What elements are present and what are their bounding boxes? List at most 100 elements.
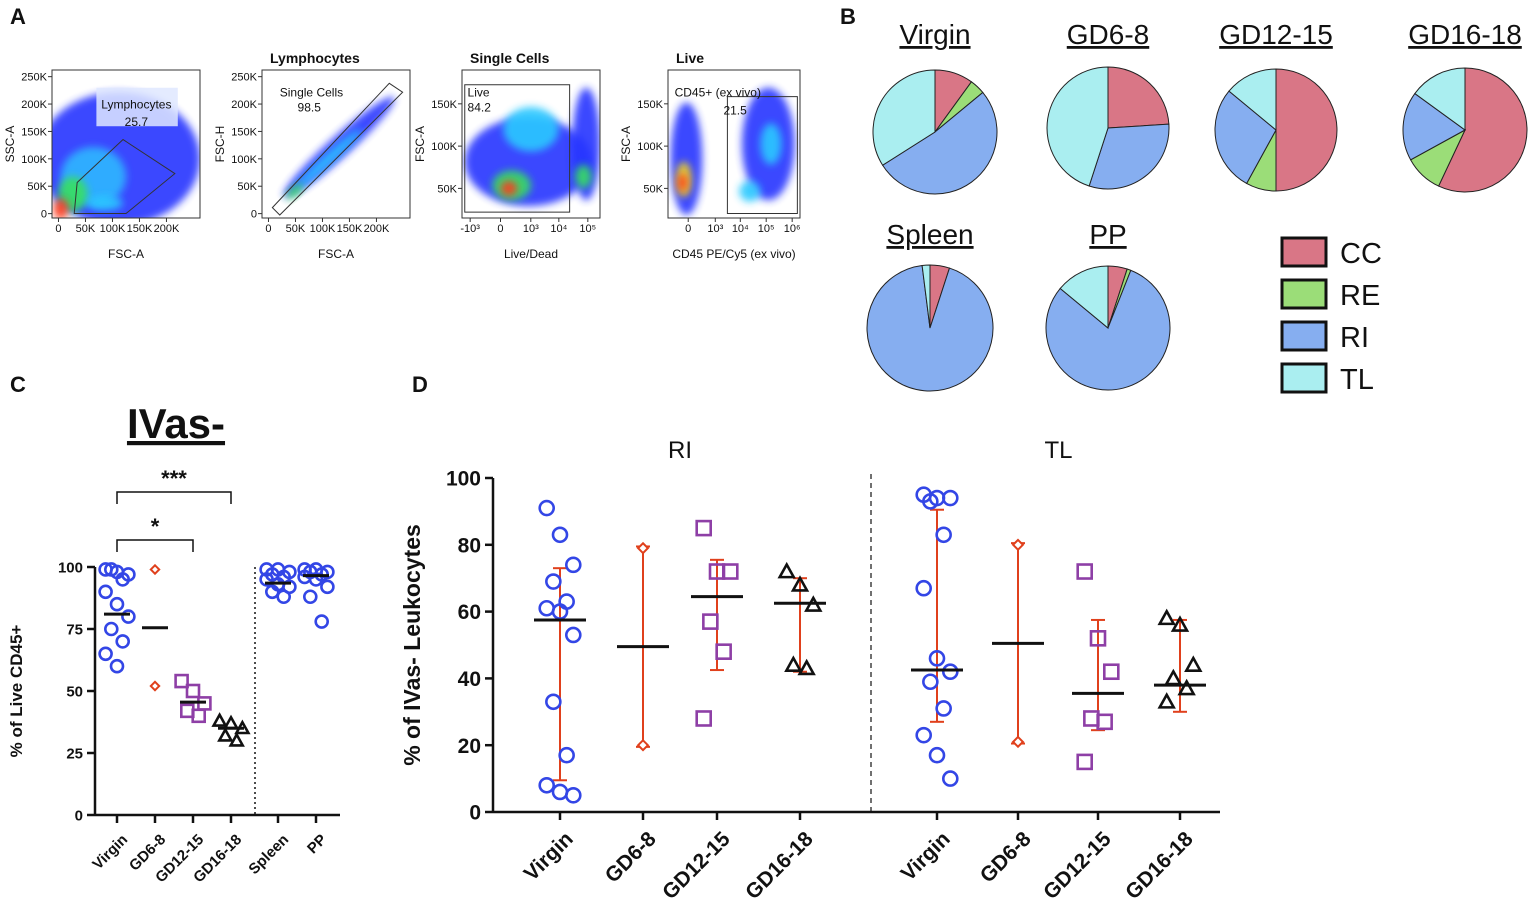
y-tick-label: 0 — [41, 209, 47, 221]
data-point — [1011, 735, 1025, 749]
density-blob — [739, 181, 761, 202]
y-axis-label: FSC-H — [213, 126, 227, 163]
gate-value: 98.5 — [298, 100, 322, 114]
y-tick-label: 100 — [58, 559, 83, 576]
y-tick-label: 250K — [231, 72, 257, 84]
data-point — [784, 655, 803, 672]
plot-frame — [667, 69, 801, 219]
x-tick-label: GD6-8 — [976, 827, 1036, 887]
y-tick-label: 100K — [637, 141, 663, 153]
data-point — [538, 499, 556, 517]
y-tick-label: 100K — [21, 154, 47, 166]
y-tick-label: 20 — [458, 735, 481, 758]
x-tick-label: 200K — [154, 223, 180, 235]
pie-title: Virgin — [899, 19, 970, 50]
legend-label: RE — [1340, 280, 1380, 312]
data-point — [1164, 668, 1183, 686]
pie-title: GD12-15 — [1219, 19, 1333, 50]
pie-slice — [1059, 265, 1109, 330]
y-tick-label: 60 — [458, 601, 481, 624]
data-point — [222, 714, 240, 730]
pie-slice — [1046, 66, 1109, 187]
data-point — [149, 680, 161, 692]
data-point — [191, 708, 206, 724]
data-point — [715, 643, 732, 660]
data-point — [928, 650, 946, 667]
gate-name: Live — [468, 86, 490, 100]
y-tick-label: 75 — [66, 621, 83, 638]
pie-slice — [1437, 67, 1528, 193]
x-tick-label: 10⁵ — [758, 223, 775, 235]
data-point — [935, 700, 952, 717]
y-tick-label: 200K — [21, 99, 47, 111]
pie-slice — [1402, 92, 1466, 161]
pie-slice — [1228, 68, 1277, 132]
pie-slice — [866, 264, 994, 392]
y-axis-label: % of IVas- Leukocytes — [399, 524, 425, 766]
pie-slice — [921, 264, 931, 329]
data-point — [915, 579, 933, 597]
data-point — [564, 786, 582, 804]
x-axis-label: FSC-A — [318, 247, 354, 261]
data-point — [538, 599, 556, 617]
x-tick-label: 10⁴ — [732, 223, 749, 235]
y-tick-label: 200K — [231, 99, 257, 111]
y-tick-label: 150K — [231, 126, 257, 138]
panel-label: C — [10, 372, 26, 397]
data-point — [551, 526, 569, 544]
data-point — [558, 593, 575, 610]
data-point — [115, 634, 130, 649]
legend-label: RI — [1340, 322, 1369, 354]
x-axis-label: FSC-A — [108, 247, 144, 261]
x-tick-label: 0 — [265, 223, 271, 235]
x-tick-label: PP — [304, 831, 330, 857]
density-cloud — [283, 96, 395, 200]
y-tick-label: 80 — [458, 534, 481, 557]
x-tick-label: Virgin — [89, 831, 131, 873]
x-tick-label: 0 — [685, 223, 691, 235]
data-point — [211, 712, 228, 727]
plot-frame — [261, 69, 411, 219]
density-blob — [295, 128, 362, 189]
legend-label: TL — [1340, 364, 1374, 396]
pie-title: GD16-18 — [1408, 19, 1522, 50]
data-point — [259, 572, 274, 587]
x-tick-label: 50K — [286, 223, 306, 235]
error-bar — [1173, 618, 1187, 713]
pie-slice — [872, 69, 936, 166]
panel-label: A — [10, 4, 26, 29]
data-point — [1103, 663, 1120, 681]
x-tick-label: Spleen — [245, 831, 292, 878]
data-point — [636, 738, 650, 752]
significance-label: * — [151, 514, 160, 539]
data-point — [1170, 615, 1190, 632]
x-tick-label: GD12-15 — [1039, 827, 1116, 904]
data-point — [121, 609, 136, 624]
data-point — [98, 646, 113, 662]
data-point — [695, 519, 713, 537]
data-point — [928, 746, 946, 764]
data-point — [308, 572, 324, 587]
data-point — [551, 783, 569, 801]
gate-label-box — [96, 87, 178, 127]
x-tick-label: Virgin — [897, 827, 955, 885]
x-tick-label: GD16-18 — [1121, 827, 1198, 904]
x-tick-label: 0 — [497, 223, 503, 235]
data-point — [1157, 608, 1176, 626]
density-blob — [500, 181, 518, 196]
data-point — [702, 613, 719, 630]
x-tick-label: 10³ — [523, 223, 539, 235]
pie-slice — [881, 91, 998, 195]
legend-label: CC — [1340, 238, 1382, 270]
data-point — [228, 731, 245, 747]
density-blob — [677, 173, 688, 192]
x-tick-label: 200K — [364, 223, 390, 235]
data-point — [558, 746, 575, 764]
y-tick-label: 150K — [431, 99, 457, 111]
gate-name: Single Cells — [280, 86, 343, 100]
data-point — [109, 658, 125, 674]
x-axis-label: Live/Dead — [504, 247, 558, 261]
x-tick-label: 0 — [55, 223, 61, 235]
x-tick-label: 150K — [337, 223, 363, 235]
data-point — [1011, 538, 1025, 552]
